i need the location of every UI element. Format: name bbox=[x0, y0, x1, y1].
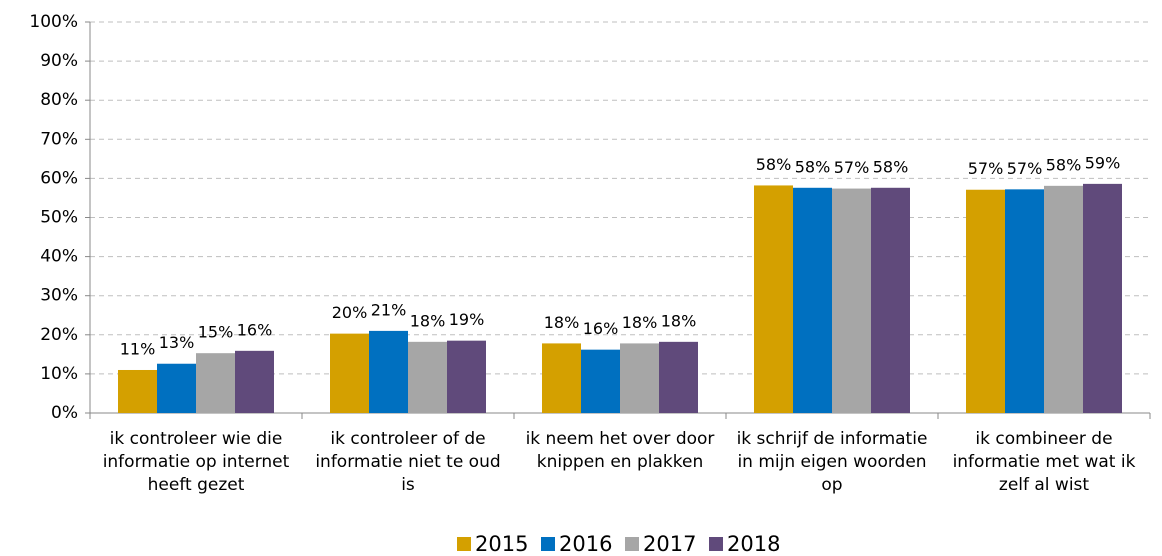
y-tick-label: 40% bbox=[40, 247, 78, 267]
bar bbox=[118, 369, 157, 413]
x-tick-label: ik controleer wie die informatie op inte… bbox=[102, 429, 290, 495]
y-tick-label: 10% bbox=[40, 364, 78, 384]
bar bbox=[966, 189, 1005, 413]
value-label: 57% bbox=[834, 158, 870, 177]
bar bbox=[235, 350, 274, 413]
y-tick-label: 100% bbox=[29, 12, 78, 32]
value-label: 58% bbox=[795, 157, 831, 176]
bar bbox=[542, 343, 581, 413]
x-tick-label: ik schrijf de informatie in mijn eigen w… bbox=[736, 429, 928, 495]
y-tick-label: 80% bbox=[40, 90, 78, 110]
value-label: 18% bbox=[410, 311, 446, 330]
value-label: 21% bbox=[371, 300, 407, 319]
bar bbox=[1044, 185, 1083, 413]
y-tick-label: 90% bbox=[40, 51, 78, 71]
legend-swatch bbox=[709, 537, 723, 551]
bar bbox=[793, 187, 832, 413]
value-label: 16% bbox=[237, 320, 273, 339]
value-label: 13% bbox=[159, 333, 195, 352]
value-label: 18% bbox=[622, 313, 658, 332]
bar bbox=[581, 349, 620, 413]
x-tick-label: ik combineer de informatie met wat ik ze… bbox=[952, 429, 1136, 495]
bar bbox=[1005, 189, 1044, 413]
legend-swatch bbox=[541, 537, 555, 551]
value-label: 59% bbox=[1085, 153, 1121, 172]
bar bbox=[871, 187, 910, 413]
bar bbox=[1083, 183, 1122, 413]
bar bbox=[659, 341, 698, 413]
bar bbox=[408, 341, 447, 413]
y-tick-label: 30% bbox=[40, 286, 78, 306]
bar bbox=[447, 340, 486, 413]
value-label: 57% bbox=[968, 159, 1004, 178]
bar bbox=[330, 333, 369, 413]
value-label: 20% bbox=[332, 303, 368, 322]
value-label: 19% bbox=[449, 310, 485, 329]
value-label: 58% bbox=[1046, 155, 1082, 174]
y-tick-label: 50% bbox=[40, 208, 78, 228]
legend-label: 2018 bbox=[727, 532, 780, 556]
value-label: 58% bbox=[756, 155, 792, 174]
value-label: 18% bbox=[544, 313, 580, 332]
y-tick-label: 0% bbox=[51, 403, 78, 423]
value-label: 58% bbox=[873, 157, 909, 176]
legend-label: 2015 bbox=[475, 532, 528, 556]
bar bbox=[157, 363, 196, 413]
y-tick-label: 70% bbox=[40, 129, 78, 149]
value-label: 11% bbox=[120, 339, 156, 358]
legend-swatch bbox=[625, 537, 639, 551]
value-label: 15% bbox=[198, 323, 234, 342]
bar bbox=[369, 330, 408, 413]
value-label: 16% bbox=[583, 319, 619, 338]
bar bbox=[754, 185, 793, 413]
legend-label: 2016 bbox=[559, 532, 612, 556]
x-tick-label: ik neem het over door knippen en plakken bbox=[525, 429, 715, 472]
bar bbox=[832, 188, 871, 413]
y-tick-label: 60% bbox=[40, 168, 78, 188]
legend-label: 2017 bbox=[643, 532, 696, 556]
y-tick-label: 20% bbox=[40, 325, 78, 345]
legend-swatch bbox=[457, 537, 471, 551]
bar bbox=[620, 343, 659, 413]
value-label: 18% bbox=[661, 311, 697, 330]
value-label: 57% bbox=[1007, 159, 1043, 178]
x-tick-label: ik controleer of de informatie niet te o… bbox=[315, 429, 501, 495]
bar bbox=[196, 353, 235, 413]
